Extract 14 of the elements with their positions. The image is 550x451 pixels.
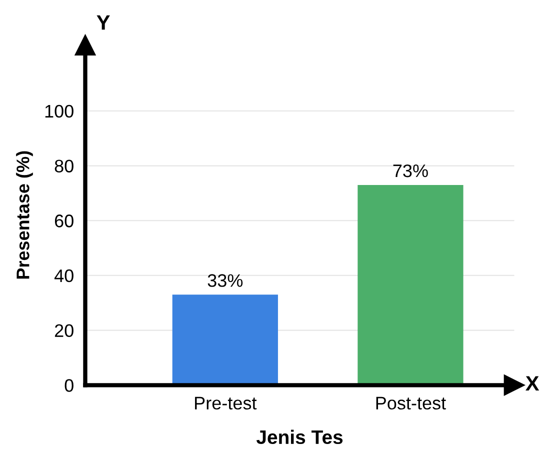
- y-tick-label: 60: [54, 214, 74, 228]
- data-label: 33%: [208, 274, 243, 287]
- y-tick-label: 80: [54, 160, 74, 172]
- y-tick-label: 40: [54, 269, 74, 282]
- x-tick-label: Pre-test: [195, 396, 257, 410]
- x-tick-label: Post-test: [376, 396, 446, 410]
- text: Y: [96, 15, 110, 30]
- data-label: 73%: [393, 164, 428, 178]
- y-axis-title: Presentase (%): [16, 151, 33, 279]
- y-tick-label: 20: [54, 324, 74, 338]
- x-axis-title: Jenis Tes: [256, 430, 343, 444]
- y-tick-label: 100: [45, 104, 74, 118]
- text: X: [526, 376, 540, 391]
- y-tick-label: 0: [64, 379, 74, 392]
